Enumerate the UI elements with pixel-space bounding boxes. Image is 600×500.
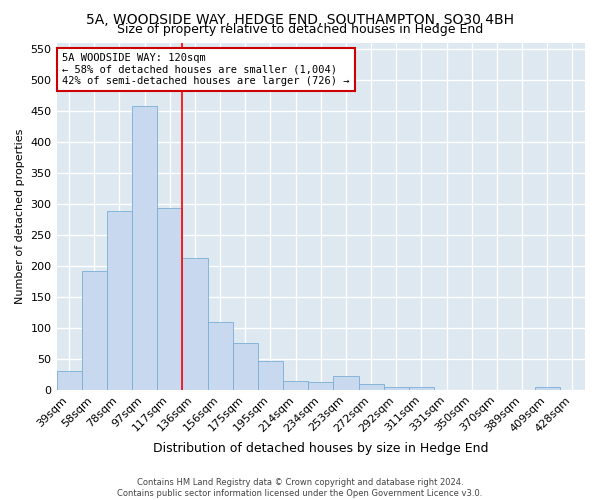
Bar bbox=[157, 208, 182, 390]
Text: Size of property relative to detached houses in Hedge End: Size of property relative to detached ho… bbox=[117, 22, 483, 36]
X-axis label: Distribution of detached houses by size in Hedge End: Distribution of detached houses by size … bbox=[153, 442, 488, 455]
Bar bbox=[56, 371, 82, 390]
Bar bbox=[208, 322, 233, 390]
Bar bbox=[182, 258, 208, 390]
Bar bbox=[107, 211, 132, 390]
Text: 5A WOODSIDE WAY: 120sqm
← 58% of detached houses are smaller (1,004)
42% of semi: 5A WOODSIDE WAY: 120sqm ← 58% of detache… bbox=[62, 53, 349, 86]
Bar bbox=[535, 386, 560, 390]
Text: Contains HM Land Registry data © Crown copyright and database right 2024.
Contai: Contains HM Land Registry data © Crown c… bbox=[118, 478, 482, 498]
Bar bbox=[283, 381, 308, 390]
Text: 5A, WOODSIDE WAY, HEDGE END, SOUTHAMPTON, SO30 4BH: 5A, WOODSIDE WAY, HEDGE END, SOUTHAMPTON… bbox=[86, 12, 514, 26]
Bar bbox=[132, 106, 157, 390]
Bar bbox=[233, 344, 258, 390]
Bar bbox=[258, 362, 283, 390]
Bar bbox=[383, 386, 409, 390]
Y-axis label: Number of detached properties: Number of detached properties bbox=[15, 128, 25, 304]
Bar bbox=[334, 376, 359, 390]
Bar bbox=[82, 270, 107, 390]
Bar bbox=[409, 386, 434, 390]
Bar bbox=[308, 382, 334, 390]
Bar bbox=[359, 384, 383, 390]
